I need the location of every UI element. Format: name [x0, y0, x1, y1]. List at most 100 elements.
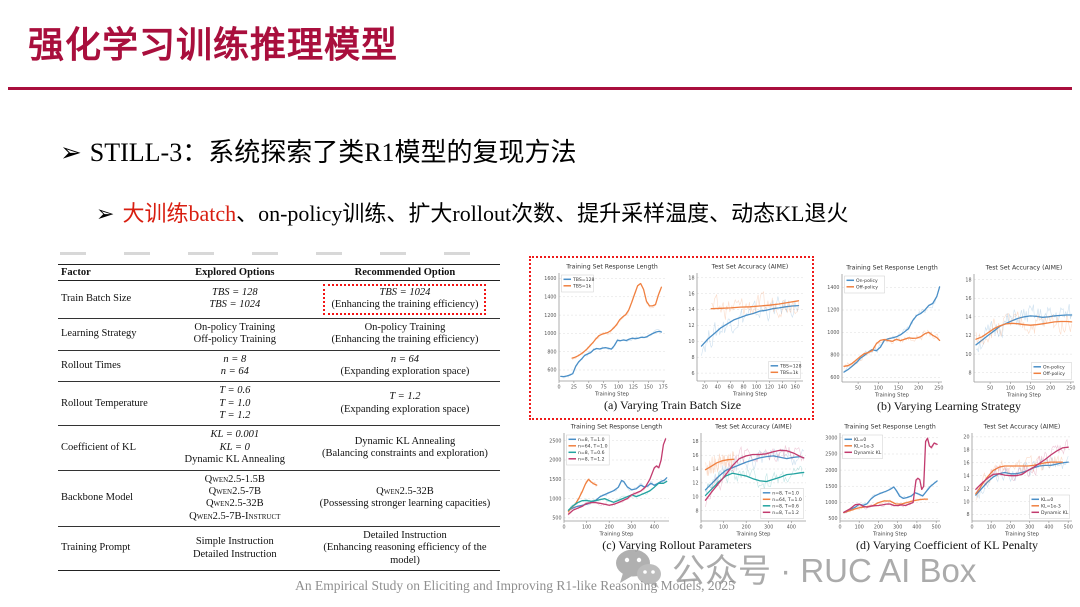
svg-text:1500: 1500	[825, 484, 837, 490]
chart-xlabel: Training Step	[872, 532, 908, 538]
table-header-row: Factor Explored Options Recommended Opti…	[58, 264, 500, 281]
svg-text:1000: 1000	[825, 500, 837, 506]
svg-text:0: 0	[557, 385, 560, 391]
svg-text:2000: 2000	[549, 458, 561, 464]
table-row: Training Prompt Simple Instruction Detaile…	[58, 526, 500, 571]
svg-text:100: 100	[855, 525, 864, 531]
svg-text:100: 100	[987, 525, 996, 531]
cell-factor: Rollout Temperature	[61, 397, 148, 409]
cell-line: n = 64	[390, 353, 419, 365]
cell-line: Dynamic KL Annealing	[354, 435, 456, 447]
svg-text:75: 75	[601, 385, 607, 391]
chart-title: Training Set Response Length	[845, 265, 938, 272]
svg-text:10: 10	[963, 499, 969, 505]
svg-text:600: 600	[830, 375, 839, 381]
title-divider	[8, 87, 1072, 90]
svg-text:n=8, T=0.6: n=8, T=0.6	[578, 450, 605, 456]
svg-text:150: 150	[644, 385, 653, 391]
cell-line: On-policy Training	[364, 321, 446, 333]
svg-text:25: 25	[571, 385, 577, 391]
svg-text:20: 20	[963, 435, 969, 441]
svg-text:400: 400	[787, 525, 796, 531]
svg-text:0: 0	[699, 525, 702, 531]
svg-text:Off-policy: Off-policy	[856, 285, 878, 291]
bullet-still3-text: STILL-3：系统探索了类R1模型的复现方法	[89, 138, 577, 167]
cell-factor: Coefficient of KL	[61, 441, 137, 453]
factors-table-wrap: Factor Explored Options Recommended Opti…	[58, 264, 500, 572]
svg-text:160: 160	[791, 385, 800, 391]
svg-text:1200: 1200	[827, 308, 839, 314]
svg-text:n=8, T=1.2: n=8, T=1.2	[578, 457, 605, 463]
recommended-content: Dynamic KL Annealing (Balancing constrain…	[313, 436, 497, 461]
cell-explored: Qwen2.5-1.5B Qwen2.5-7B Qwen2.5-32B Qwen2.5…	[160, 470, 310, 527]
cell-line: (Enhancing the training efficiency)	[331, 299, 479, 311]
chart: Training Set Response Length500100015002…	[825, 424, 940, 538]
svg-text:2500: 2500	[825, 452, 837, 458]
cell-line: Simple Instruction	[195, 536, 274, 548]
svg-text:175: 175	[659, 385, 668, 391]
cell-recommended: TBS = 1024 (Enhancing the training effici…	[310, 281, 500, 319]
svg-text:Off-policy: Off-policy	[1043, 371, 1065, 377]
col-header-recommended: Recommended Option	[309, 264, 500, 281]
cell-line: (Enhancing the training efficiency)	[331, 334, 479, 346]
chart: Training Set Response Length500100015002…	[549, 424, 669, 538]
svg-text:1000: 1000	[827, 330, 839, 336]
svg-text:40: 40	[715, 385, 721, 391]
svg-text:125: 125	[629, 385, 638, 391]
svg-text:800: 800	[547, 349, 556, 355]
bullet-arrow-icon: ➢	[60, 138, 82, 168]
wechat-icon	[616, 549, 661, 588]
table-row: Backbone Model Qwen2.5-1.5B Qwen2.5-7B Qwen…	[58, 470, 500, 527]
cell-explored: Simple Instruction Detailed Instruction	[160, 527, 310, 571]
figure-caption-c: (c) Varying Rollout Parameters	[602, 538, 752, 552]
svg-text:60: 60	[728, 385, 734, 391]
recommended-content: T = 1.2 (Expanding exploration space)	[313, 391, 497, 416]
recommended-content: Qwen2.5-32B (Possessing stronger learning…	[313, 486, 497, 511]
chart-xlabel: Training Step	[874, 393, 910, 399]
cell-line: Dynamic KL Annealing	[184, 454, 286, 466]
chart-title: Test Set Accuracy (AIME)	[714, 424, 792, 431]
cell-line: Off-policy Training	[193, 334, 276, 346]
recommended-content: n = 64 (Expanding exploration space)	[313, 354, 497, 379]
cell-explored: T = 0.6 T = 1.0 T = 1.2	[160, 382, 310, 426]
chart-title: Test Set Accuracy (AIME)	[711, 264, 789, 271]
chart-xlabel: Training Step	[1006, 393, 1042, 399]
svg-text:200: 200	[605, 525, 614, 531]
watermark-text: 公众号 · RUC AI Box	[672, 552, 977, 589]
cell-line: (Balancing constraints and exploration)	[322, 447, 488, 459]
svg-text:100: 100	[719, 525, 728, 531]
svg-text:1000: 1000	[549, 496, 561, 502]
svg-text:200: 200	[1006, 525, 1015, 531]
svg-text:n=8, T=1.0: n=8, T=1.0	[772, 491, 799, 497]
svg-text:TBS=128: TBS=128	[779, 364, 801, 370]
svg-text:500: 500	[828, 516, 837, 522]
svg-text:8: 8	[966, 512, 969, 518]
cell-line: TBS = 128	[211, 287, 258, 298]
table-row: Learning Strategy On-policy Training Off-p…	[58, 318, 500, 350]
cell-line: KL = 0	[219, 441, 250, 453]
svg-text:8: 8	[691, 355, 694, 361]
chart: Test Set Accuracy (AIME) 8 10 12 14 16 18 0 100 2…	[692, 424, 806, 538]
recommended-content: On-policy Training (Enhancing the trainin…	[313, 322, 497, 347]
svg-text:200: 200	[742, 525, 751, 531]
cell-line: (Possessing stronger learning capacities…	[319, 498, 491, 510]
svg-text:300: 300	[627, 525, 636, 531]
svg-text:0: 0	[562, 525, 565, 531]
svg-text:1000: 1000	[544, 331, 556, 337]
cell-factor: Learning Strategy	[61, 327, 137, 339]
svg-text:1600: 1600	[544, 276, 556, 282]
svg-text:200: 200	[914, 386, 923, 392]
cell-line: T = 1.0	[219, 397, 251, 409]
svg-text:18: 18	[963, 448, 969, 454]
svg-text:250: 250	[934, 386, 943, 392]
svg-text:10: 10	[692, 494, 698, 500]
svg-text:500: 500	[1064, 525, 1073, 531]
svg-text:250: 250	[1066, 386, 1075, 392]
svg-text:16: 16	[692, 453, 698, 459]
svg-text:KL=0: KL=0	[1041, 497, 1053, 503]
cell-recommended: On-policy Training (Enhancing the trainin…	[310, 318, 500, 350]
figure-caption-d: (d) Varying Coefficient of KL Penalty	[855, 538, 1039, 552]
